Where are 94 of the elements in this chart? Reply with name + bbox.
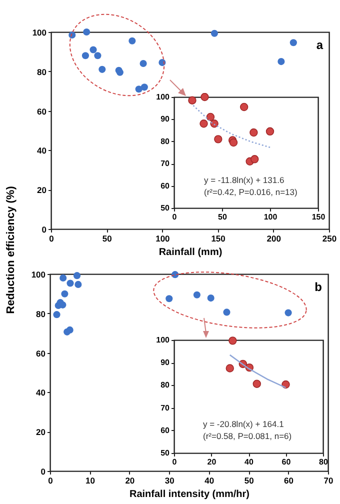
point <box>83 28 90 36</box>
y-axis-title: Reduction efficiency (%) <box>5 186 17 314</box>
x-tick-label: 70 <box>324 476 334 486</box>
y-tick-label: 50 <box>160 204 170 212</box>
point <box>74 280 82 288</box>
point <box>278 58 285 66</box>
y-tick-label: 80 <box>160 136 170 146</box>
x-tick-label: 20 <box>125 476 135 486</box>
y-tick-label: 60 <box>160 426 170 435</box>
point <box>82 52 90 60</box>
annotation: y = -11.8ln(x) + 131.6 <box>204 175 284 185</box>
point <box>61 290 68 298</box>
y-tick-label: 40 <box>37 146 47 156</box>
point <box>210 120 218 128</box>
x-tick-label: 30 <box>164 476 175 486</box>
x-tick-label: 100 <box>264 212 278 222</box>
point <box>228 336 237 345</box>
point <box>98 66 106 73</box>
y-tick-label: 90 <box>160 114 170 124</box>
point <box>266 127 274 136</box>
x-tick-label: 150 <box>211 234 226 244</box>
x-tick-label: 40 <box>204 476 214 486</box>
x-tick-label: 250 <box>322 234 337 244</box>
point <box>128 37 136 44</box>
y-tick-label: 100 <box>31 270 46 280</box>
point <box>60 274 67 282</box>
y-tick-label: 100 <box>156 336 170 344</box>
x-tick-label: 40 <box>244 458 254 466</box>
point <box>214 135 222 144</box>
x-tick-label: 80 <box>319 458 328 466</box>
y-tick-label: 90 <box>160 358 170 368</box>
point <box>166 295 173 302</box>
x-tick-label: 20 <box>207 458 217 466</box>
point <box>250 155 259 164</box>
point <box>53 311 60 318</box>
y-tick-label: 80 <box>160 380 170 390</box>
y-tick-label: 60 <box>160 181 170 190</box>
annotation: y = -20.8ln(x) + 164.1 <box>203 419 284 429</box>
point <box>226 364 234 372</box>
x-tick-label: 60 <box>284 476 294 486</box>
x-tick-label: 150 <box>312 212 326 222</box>
point <box>66 280 74 287</box>
x-tick-label: 200 <box>266 234 282 244</box>
x-tick-label: 0 <box>172 458 178 466</box>
x-tick-label: 10 <box>85 476 96 486</box>
y-tick-label: 0 <box>42 224 47 234</box>
point <box>68 31 76 38</box>
point <box>200 93 209 102</box>
point <box>207 294 214 302</box>
y-tick-label: 100 <box>156 92 170 102</box>
point <box>90 46 97 54</box>
x-tick-label: 50 <box>102 234 112 244</box>
point <box>284 309 292 316</box>
annotation: (r²=0.42, P=0.016, n=13) <box>204 187 298 197</box>
y-tick-label: 0 <box>40 466 46 476</box>
y-tick-label: 60 <box>37 106 47 116</box>
x-axis-title: Rainfall (mm) <box>158 247 222 258</box>
point <box>94 52 102 60</box>
y-tick-label: 80 <box>37 66 47 77</box>
y-tick-label: 20 <box>37 185 47 196</box>
text: b <box>314 280 322 294</box>
point <box>193 291 200 298</box>
y-tick-label: 40 <box>36 388 46 398</box>
x-tick-label: 0 <box>172 212 178 222</box>
x-tick-label: 0 <box>49 234 54 244</box>
point <box>250 128 258 137</box>
point <box>210 30 218 37</box>
y-tick-label: 70 <box>160 159 170 168</box>
x-tick-label: 50 <box>244 476 254 486</box>
y-tick-label: 80 <box>36 308 46 319</box>
x-tick-label: 60 <box>282 458 292 466</box>
point <box>223 308 230 316</box>
annotation: (r²=0.58, P=0.081, n=6) <box>203 431 292 441</box>
point <box>140 84 148 91</box>
point <box>66 326 74 334</box>
point <box>200 120 208 128</box>
point <box>252 380 261 388</box>
point <box>240 102 248 112</box>
x-tick-label: 0 <box>48 476 54 486</box>
y-tick-label: 60 <box>36 348 46 358</box>
y-tick-label: 70 <box>160 403 170 412</box>
point <box>206 112 215 122</box>
x-tick-label: 50 <box>218 212 228 222</box>
y-tick-label: 50 <box>160 448 170 458</box>
point <box>140 60 147 68</box>
point <box>135 86 142 93</box>
text: a <box>316 38 324 52</box>
point <box>290 39 297 46</box>
y-tick-label: 100 <box>32 28 47 38</box>
point <box>73 272 81 280</box>
y-tick-label: 20 <box>36 427 46 438</box>
point <box>188 96 196 104</box>
x-axis-title: Rainfall intensity (mm/hr) <box>129 489 250 500</box>
point <box>229 138 238 147</box>
